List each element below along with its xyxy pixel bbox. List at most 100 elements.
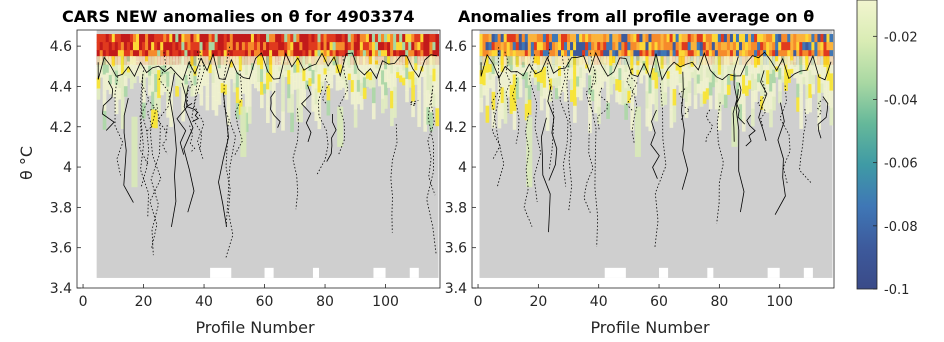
anomaly-cell [829,42,834,51]
anomaly-cell [512,92,517,112]
anomaly-cell [417,73,421,92]
anomaly-cell [702,34,707,43]
anomaly-cell [745,56,749,67]
anomaly-cell [320,73,325,83]
anomaly-cell [527,85,532,101]
anomaly-cell [745,50,749,59]
anomaly-cell [238,50,243,59]
anomaly-cell [594,84,598,100]
anomaly-cell [738,34,743,43]
anomaly-cell [208,42,213,51]
anomaly-cell [627,67,631,80]
contour-line-solid [183,85,195,213]
anomaly-cell [175,42,179,51]
anomaly-cell [281,34,285,43]
anomaly-cell [281,93,285,113]
x-tick-label: 100 [372,294,399,310]
anomaly-cell [594,50,598,59]
anomaly-cell [411,56,415,72]
anomaly-cell [311,97,316,112]
anomaly-cell [669,34,674,43]
anomaly-cell [326,56,331,72]
anomaly-cell [296,88,300,106]
anomaly-cell [393,50,397,59]
anomaly-cell [760,82,764,97]
anomaly-cell [151,73,155,93]
anomaly-cell [151,34,155,43]
contour-line-dotted [140,76,149,217]
anomaly-cell [684,34,689,43]
right-plot-area [471,29,835,289]
anomaly-cell [347,56,352,63]
anomaly-cell [420,56,424,62]
anomaly-cell [564,50,568,59]
anomaly-cell [120,92,125,111]
x-tick-label: 40 [195,294,213,310]
anomaly-streak [634,106,641,157]
anomaly-cell [717,42,722,51]
anomaly-cell [503,34,508,43]
anomaly-cell [96,34,101,43]
anomaly-cell [344,50,349,59]
anomaly-cell [238,85,243,101]
anomaly-cell [235,42,240,51]
anomaly-cell [741,42,746,51]
anomaly-cell [669,109,674,128]
anomaly-cell [414,77,418,85]
anomaly-cell [503,72,508,91]
anomaly-cell [323,50,328,59]
anomaly-cell [576,42,580,51]
anomaly-cell [687,93,692,107]
anomaly-cell [690,50,695,59]
anomaly-cell [326,34,331,43]
anomaly-cell [426,107,431,125]
anomaly-cell [548,67,553,80]
anomaly-cell [693,69,698,83]
anomaly-cell [735,50,740,59]
anomaly-cell [266,34,270,43]
anomaly-cell [778,56,782,69]
anomaly-cell [748,34,752,43]
anomaly-cell [684,42,689,51]
anomaly-cell [585,42,589,51]
anomaly-cell [293,80,297,90]
anomaly-cell [196,34,201,43]
anomaly-cell [515,34,520,43]
anomaly-cell [754,42,758,51]
anomaly-cell [338,64,343,74]
anomaly-cell [193,42,198,51]
anomaly-cell [244,75,249,95]
anomaly-cell [512,74,517,94]
anomaly-cell [178,42,182,51]
anomaly-cell [287,50,291,59]
anomaly-cell [317,34,322,43]
anomaly-cell [126,66,131,73]
anomaly-cell [796,69,800,85]
anomaly-streak [731,106,738,147]
anomaly-cell [356,56,361,69]
left-chart-title: CARS NEW anomalies on θ for 4903374 [62,7,415,26]
anomaly-cell [618,80,622,93]
anomaly-cell [326,70,331,87]
anomaly-cell [823,56,828,68]
contour-line-solid [326,113,337,162]
anomaly-cell [618,42,622,51]
contour-line-dotted [193,51,205,160]
anomaly-cell [108,50,113,59]
anomaly-cell [494,65,499,72]
anomaly-cell [402,63,406,72]
anomaly-cell [639,56,644,64]
anomaly-cell [132,34,137,43]
anomaly-cell [145,42,149,51]
anomaly-cell [220,34,225,43]
anomaly-cell [359,69,364,84]
anomaly-cell [645,73,650,92]
anomaly-cell [132,69,137,77]
anomaly-cell [190,42,195,51]
anomaly-cell [326,42,331,51]
anomaly-cell [699,50,704,59]
anomaly-cell [332,42,337,51]
anomaly-cell [384,82,388,96]
anomaly-cell [790,68,794,74]
anomaly-cell [139,50,143,59]
